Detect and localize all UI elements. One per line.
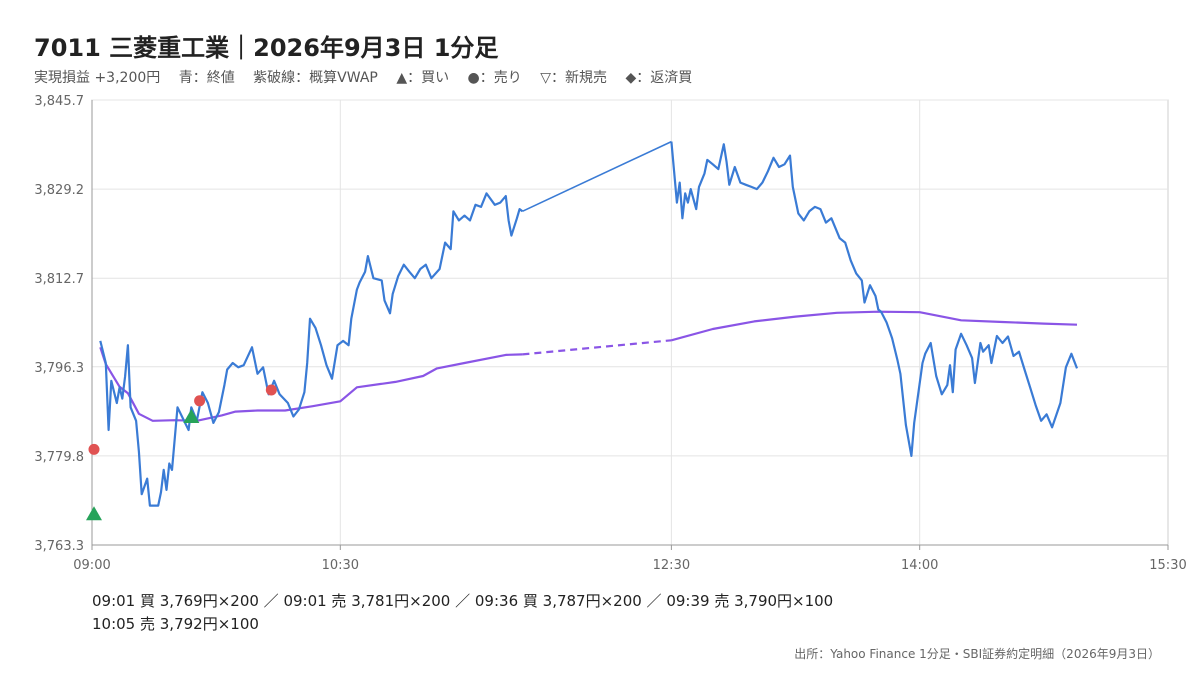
x-tick-label: 10:30 bbox=[322, 558, 359, 573]
trade-line-2: 10:05 売 3,792円×100 bbox=[92, 615, 259, 633]
sell-marker bbox=[194, 395, 206, 407]
y-tick-label: 3,763.3 bbox=[34, 539, 84, 554]
price-line-lunch-gap bbox=[522, 140, 672, 213]
legend-cover: ◆：返済買 bbox=[625, 70, 693, 86]
x-tick-label: 14:00 bbox=[901, 558, 938, 573]
chart-title: 7011 三菱重工業｜2026年9月3日 1分足 bbox=[34, 34, 499, 62]
price-line-morning bbox=[99, 192, 524, 507]
source-note: 出所：Yahoo Finance 1分足・SBI証券約定明細（2026年9月3日… bbox=[794, 647, 1160, 661]
price-chart: 3,763.3 3,779.8 3,796.3 3,812.7 3,829.2 3,845… bbox=[34, 94, 1186, 573]
sell-marker bbox=[88, 443, 100, 455]
buy-marker bbox=[86, 506, 102, 521]
y-tick-label: 3,796.3 bbox=[34, 361, 84, 376]
x-tick-label: 12:30 bbox=[653, 558, 690, 573]
y-tick-label: 3,845.7 bbox=[34, 94, 84, 109]
legend-sell: ●：売り bbox=[467, 70, 522, 86]
trade-line-1: 09:01 買 3,769円×200 ／ 09:01 売 3,781円×200 … bbox=[92, 592, 834, 610]
legend-close: 青：終値 bbox=[178, 70, 235, 86]
y-tick-label: 3,779.8 bbox=[34, 450, 84, 465]
vwap-line-lunch-gap bbox=[522, 339, 672, 356]
x-tick-label: 15:30 bbox=[1149, 558, 1186, 573]
vwap-line-morning bbox=[99, 346, 523, 422]
y-tick-label: 3,812.7 bbox=[34, 272, 84, 287]
legend-pnl: 実現損益 +3,200円 bbox=[34, 70, 161, 86]
vwap-line-afternoon bbox=[671, 310, 1078, 342]
buy-marker bbox=[183, 409, 200, 424]
chart-legend: 実現損益 +3,200円 青：終値 紫破線：概算VWAP ▲：買い ●：売り ▽… bbox=[34, 67, 706, 87]
trade-list: 09:01 買 3,769円×200 ／ 09:01 売 3,781円×200 … bbox=[92, 590, 833, 636]
legend-new-short: ▽：新規売 bbox=[540, 70, 607, 86]
price-line-afternoon bbox=[670, 141, 1079, 457]
legend-buy: ▲：買い bbox=[396, 70, 450, 86]
legend-vwap: 紫破線：概算VWAP bbox=[253, 70, 378, 86]
x-tick-label: 09:00 bbox=[73, 558, 110, 573]
sell-marker bbox=[265, 384, 277, 396]
y-tick-label: 3,829.2 bbox=[34, 183, 84, 198]
